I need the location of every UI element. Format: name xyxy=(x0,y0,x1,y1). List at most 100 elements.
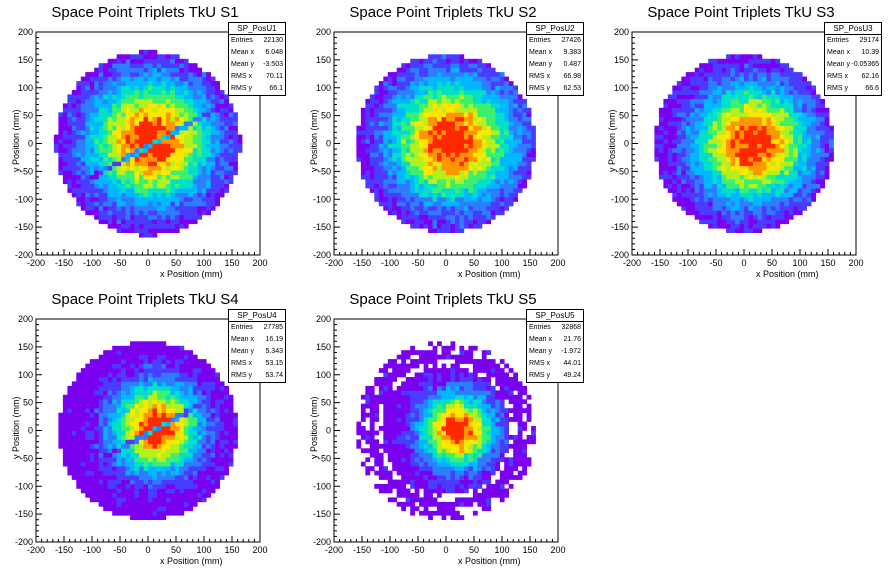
heatmap-cell xyxy=(450,192,456,198)
heatmap-cell xyxy=(139,183,144,189)
heatmap-cell xyxy=(410,125,415,131)
heatmap-cell xyxy=(499,72,505,77)
heatmap-cell xyxy=(188,161,194,167)
heatmap-cell xyxy=(735,90,740,95)
heatmap-cell xyxy=(98,457,104,463)
heatmap-cell xyxy=(788,94,794,100)
heatmap-cell xyxy=(174,130,180,135)
heatmap-cell xyxy=(708,201,713,207)
heatmap-cell xyxy=(174,170,180,176)
heatmap-cell xyxy=(170,161,176,167)
heatmap-cell xyxy=(486,188,492,193)
heatmap-cell xyxy=(504,179,509,184)
heatmap-cell xyxy=(383,81,389,86)
heatmap-cell xyxy=(179,183,185,189)
heatmap-cell xyxy=(365,161,371,167)
heatmap-cell xyxy=(383,161,389,167)
heatmap-cell xyxy=(486,170,492,176)
heatmap-cell xyxy=(676,90,682,95)
heatmap-cell xyxy=(130,381,135,387)
heatmap-cell xyxy=(802,197,807,202)
heatmap-cell xyxy=(152,112,158,118)
heatmap-cell xyxy=(717,148,722,153)
heatmap-cell xyxy=(419,152,424,158)
heatmap-cell xyxy=(98,484,104,489)
heatmap-cell xyxy=(735,223,740,229)
heatmap-cell xyxy=(703,197,709,202)
heatmap-cell xyxy=(62,125,68,131)
heatmap-cell xyxy=(206,103,211,109)
heatmap-cell xyxy=(134,188,140,193)
heatmap-cell xyxy=(667,125,673,131)
heatmap-cell xyxy=(179,121,185,126)
heatmap-cell xyxy=(174,174,180,180)
heatmap-cell xyxy=(197,188,203,193)
heatmap-cell xyxy=(526,161,532,167)
heatmap-cell xyxy=(694,188,700,193)
heatmap-cell xyxy=(806,165,812,171)
heatmap-cell xyxy=(405,152,411,158)
heatmap-cell xyxy=(721,197,727,202)
heatmap-cell xyxy=(455,63,460,68)
heatmap-cell xyxy=(753,107,758,113)
heatmap-cell xyxy=(192,112,198,118)
heatmap-cell xyxy=(784,188,790,193)
heatmap-cell xyxy=(219,139,225,144)
heatmap-cell xyxy=(423,90,429,95)
heatmap-cell xyxy=(103,443,108,449)
heatmap-cell xyxy=(80,394,86,400)
heatmap-cell xyxy=(495,161,501,167)
heatmap-cell xyxy=(495,107,501,113)
heatmap-cell xyxy=(62,408,68,413)
heatmap-cell xyxy=(179,152,185,158)
heatmap-cell xyxy=(735,161,740,167)
heatmap-cell xyxy=(374,174,380,180)
heatmap-cell xyxy=(726,58,731,64)
heatmap-cell xyxy=(721,139,727,144)
stats-rms-x-row: RMS x 62.16 xyxy=(825,71,881,83)
heatmap-cell xyxy=(499,143,505,149)
heatmap-cell xyxy=(770,98,776,104)
heatmap-cell xyxy=(165,205,171,211)
heatmap-cell xyxy=(152,435,158,440)
heatmap-cell xyxy=(148,372,153,378)
heatmap-cell xyxy=(201,107,207,113)
y-tick-label: -150 xyxy=(611,222,629,232)
heatmap-cell xyxy=(130,183,135,189)
heatmap-cell xyxy=(779,205,785,211)
heatmap-cell xyxy=(157,452,162,458)
heatmap-cell xyxy=(143,67,149,73)
heatmap-cell xyxy=(806,107,812,113)
heatmap-cell xyxy=(797,139,803,144)
heatmap-cell xyxy=(770,130,776,135)
heatmap-cell xyxy=(215,148,220,153)
heatmap-cell xyxy=(699,81,704,86)
heatmap-cell xyxy=(192,67,198,73)
heatmap-cell xyxy=(797,165,803,171)
heatmap-cell xyxy=(712,165,718,171)
heatmap-cell xyxy=(784,134,790,140)
heatmap-cell xyxy=(378,81,384,86)
histogram-panel-s1: Space Point Triplets TkU S1 -200 -200 -150… xyxy=(0,0,290,282)
heatmap-cell xyxy=(116,58,122,64)
panel-title: Space Point Triplets TkU S2 xyxy=(349,4,537,21)
heatmap-cell xyxy=(761,214,767,220)
heatmap-cell xyxy=(690,156,695,162)
heatmap-cell xyxy=(414,134,420,140)
heatmap-cell xyxy=(157,130,162,135)
heatmap-cell xyxy=(802,98,807,104)
heatmap-cell xyxy=(121,183,126,189)
heatmap-cell xyxy=(419,148,424,153)
heatmap-cell xyxy=(157,381,162,387)
heatmap-cell xyxy=(139,192,144,198)
heatmap-cell xyxy=(152,354,158,360)
heatmap-cell xyxy=(676,170,682,176)
heatmap-cell xyxy=(744,148,749,153)
heatmap-cell xyxy=(414,143,420,149)
heatmap-cell xyxy=(103,350,108,355)
heatmap-cell xyxy=(712,125,718,131)
heatmap-cell xyxy=(744,125,749,131)
heatmap-cell xyxy=(459,85,465,91)
heatmap-cell xyxy=(829,139,834,144)
heatmap-cell xyxy=(192,165,198,171)
